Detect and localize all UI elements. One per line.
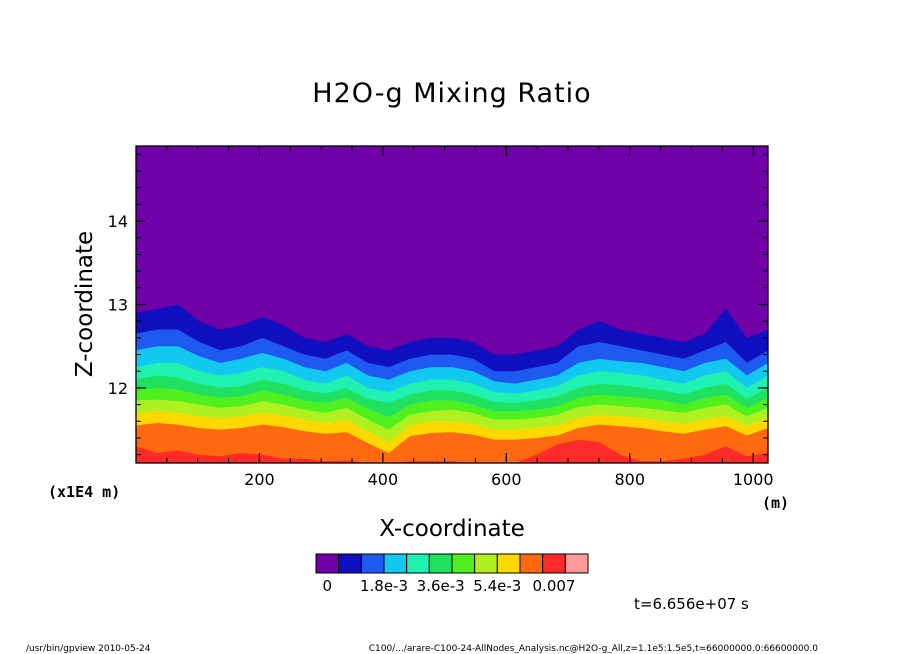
colorbar-swatch [428, 553, 453, 574]
y-tick-label: 12 [108, 379, 128, 398]
colorbar-tick-label: 3.6e-3 [417, 577, 465, 595]
colorbar-swatch [360, 553, 385, 574]
colorbar-tick-label: 0 [323, 577, 333, 595]
x-tick-label: 600 [491, 470, 522, 489]
colorbar-tick-label: 5.4e-3 [473, 577, 521, 595]
contour-bands [136, 304, 768, 463]
colorbar-swatch [406, 553, 430, 574]
colorbar-swatch [542, 553, 566, 574]
colorbar-swatch [383, 553, 408, 574]
colorbar [315, 553, 589, 574]
colorbar-swatch [315, 553, 340, 574]
y-tick-label: 14 [108, 212, 128, 231]
y-tick-label: 13 [108, 296, 128, 315]
x-axis-label: X-coordinate [379, 516, 525, 542]
y-unit-label: (x1E4 m) [48, 483, 120, 501]
x-tick-label: 400 [368, 470, 399, 489]
chart-title: H2O-g Mixing Ratio [312, 78, 591, 109]
colorbar-swatch [564, 553, 589, 574]
x-tick-label: 1000 [733, 470, 774, 489]
colorbar-swatch [474, 553, 498, 574]
x-axis: 200 400 600 800 1000 [166, 146, 774, 489]
x-tick-label: 800 [614, 470, 645, 489]
colorbar-tick-labels: 0 1.8e-3 3.6e-3 5.4e-3 0.007 [323, 577, 576, 595]
colorbar-swatch [496, 553, 521, 574]
colorbar-tick-label: 1.8e-3 [360, 577, 408, 595]
colorbar-swatch [451, 553, 476, 574]
y-axis: 12 13 14 [108, 153, 768, 456]
footer-left: /usr/bin/gpview 2010-05-24 [26, 644, 151, 654]
time-annotation: t=6.656e+07 s [634, 595, 749, 613]
contour-band-10 [136, 439, 768, 463]
x-tick-label: 200 [244, 470, 275, 489]
colorbar-swatch [519, 553, 544, 574]
footer-right: C100/.../arare-C100-24-AllNodes_Analysis… [369, 644, 819, 654]
y-axis-label: Z-coordinate [72, 231, 98, 377]
colorbar-tick-label: 0.007 [533, 577, 576, 595]
colorbar-swatch [338, 553, 362, 574]
x-unit-label: (m) [762, 494, 789, 512]
